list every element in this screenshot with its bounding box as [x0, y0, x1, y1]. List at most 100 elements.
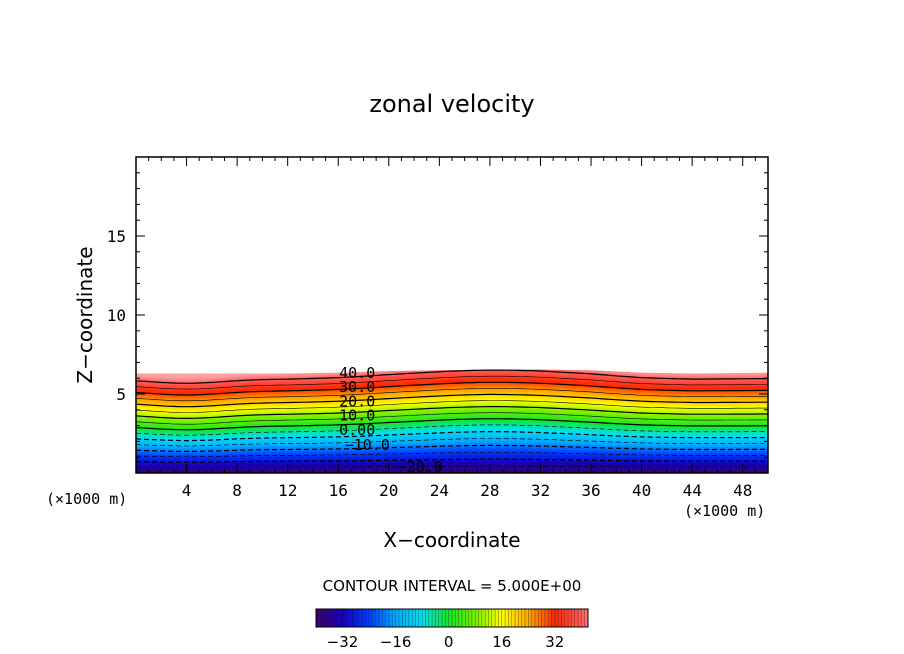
field-cell: [369, 397, 377, 400]
field-cell: [256, 445, 263, 448]
field-cell: [376, 426, 384, 429]
field-cell: [407, 409, 415, 412]
field-cell: [249, 384, 257, 387]
field-cell: [426, 429, 434, 432]
field-cell: [218, 435, 226, 438]
field-cell: [262, 400, 270, 402]
field-cell: [382, 467, 390, 470]
field-cell: [382, 454, 390, 457]
field-cell: [211, 403, 219, 406]
field-cell: [161, 390, 169, 392]
field-cell: [154, 391, 162, 393]
field-cell: [369, 456, 377, 458]
field-cell: [275, 457, 282, 460]
field-cell: [350, 452, 358, 455]
field-cell: [331, 401, 339, 404]
field-cell: [249, 385, 257, 388]
field-cell: [426, 403, 434, 406]
field-cell: [249, 465, 257, 467]
field-cell: [211, 414, 219, 417]
field-cell: [249, 406, 257, 409]
field-cell: [154, 406, 162, 409]
field-cell: [426, 411, 434, 414]
field-cell: [433, 436, 440, 439]
field-cell: [401, 370, 409, 373]
field-cell: [294, 394, 301, 397]
field-cell: [325, 420, 333, 423]
field-cell: [477, 416, 485, 419]
field-cell: [237, 411, 245, 413]
field-cell: [211, 394, 219, 397]
field-cell: [268, 391, 276, 393]
field-cell: [211, 465, 219, 467]
field-cell: [275, 409, 282, 412]
field-cell: [300, 407, 308, 410]
field-cell: [470, 423, 478, 426]
field-cell: [268, 417, 276, 420]
field-cell: [312, 433, 320, 435]
field-cell: [294, 424, 301, 426]
field-cell: [287, 440, 295, 443]
field-cell: [230, 456, 238, 459]
field-cell: [445, 465, 453, 467]
field-cell: [331, 387, 339, 389]
field-cell: [192, 380, 200, 382]
field-cell: [287, 463, 295, 465]
field-cell: [211, 450, 219, 453]
field-cell: [464, 436, 472, 439]
field-cell: [237, 424, 245, 427]
field-cell: [249, 455, 257, 458]
field-cell: [224, 382, 232, 385]
field-cell: [294, 444, 301, 446]
field-cell: [249, 394, 257, 397]
field-cell: [224, 412, 232, 414]
field-cell: [458, 426, 466, 428]
field-cell: [357, 383, 365, 385]
field-cell: [344, 462, 352, 465]
field-cell: [268, 438, 276, 441]
field-cell: [376, 416, 384, 419]
field-cell: [401, 376, 409, 379]
field-cell: [319, 409, 327, 412]
field-cell: [294, 410, 301, 413]
field-cell: [230, 395, 238, 398]
field-cell: [420, 447, 428, 450]
field-cell: [350, 430, 358, 433]
field-cell: [369, 424, 377, 427]
field-cell: [243, 415, 251, 418]
field-cell: [477, 404, 485, 406]
field-cell: [420, 385, 428, 388]
field-cell: [173, 384, 181, 387]
field-cell: [161, 397, 169, 400]
field-cell: [256, 408, 263, 411]
field-cell: [357, 396, 365, 399]
field-cell: [401, 389, 409, 391]
field-cell: [344, 385, 352, 388]
field-cell: [363, 467, 371, 470]
field-cell: [205, 400, 213, 402]
field-cell: [142, 397, 150, 400]
field-cell: [338, 414, 346, 417]
field-cell: [426, 462, 434, 465]
field-cell: [262, 388, 270, 391]
field-cell: [344, 442, 352, 445]
field-cell: [148, 458, 156, 461]
field-cell: [325, 373, 333, 376]
field-cell: [300, 397, 308, 400]
field-cell: [331, 399, 339, 402]
field-cell: [420, 470, 428, 473]
field-cell: [388, 403, 396, 406]
field-cell: [148, 457, 156, 460]
field-cell: [407, 465, 415, 467]
field-cell: [414, 442, 421, 445]
field-cell: [300, 439, 308, 442]
field-cell: [205, 447, 213, 450]
field-cell: [331, 395, 339, 397]
field-cell: [237, 377, 245, 380]
field-cell: [142, 400, 150, 402]
field-cell: [458, 459, 466, 461]
field-cell: [167, 386, 175, 389]
field-cell: [464, 379, 472, 381]
field-cell: [205, 377, 213, 380]
field-cell: [142, 461, 150, 464]
